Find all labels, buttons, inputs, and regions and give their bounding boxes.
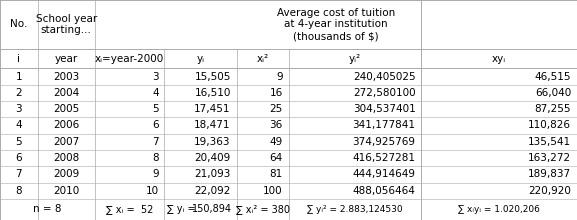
Text: School year
starting...: School year starting... <box>36 14 97 35</box>
Text: 5: 5 <box>16 137 22 147</box>
Text: 3: 3 <box>152 72 159 82</box>
Text: 2005: 2005 <box>53 104 80 114</box>
Text: ∑ xᵢyᵢ = 1.020,206: ∑ xᵢyᵢ = 1.020,206 <box>458 205 540 214</box>
Text: 163,272: 163,272 <box>528 153 571 163</box>
Text: 2010: 2010 <box>53 186 80 196</box>
Text: 8: 8 <box>16 186 22 196</box>
Text: 8: 8 <box>152 153 159 163</box>
Text: 6: 6 <box>16 153 22 163</box>
Text: 20,409: 20,409 <box>194 153 231 163</box>
Text: 66,040: 66,040 <box>535 88 571 98</box>
Text: 150,894: 150,894 <box>192 204 232 214</box>
Text: 220,920: 220,920 <box>529 186 571 196</box>
Text: 304,537401: 304,537401 <box>353 104 415 114</box>
Text: 81: 81 <box>269 169 283 179</box>
Text: yᵢ: yᵢ <box>197 54 204 64</box>
Text: 2009: 2009 <box>53 169 80 179</box>
Text: 341,177841: 341,177841 <box>353 121 415 130</box>
Text: 2008: 2008 <box>53 153 80 163</box>
Text: 416,527281: 416,527281 <box>353 153 415 163</box>
Text: 7: 7 <box>152 137 159 147</box>
Text: 135,541: 135,541 <box>528 137 571 147</box>
Text: xᵢ²: xᵢ² <box>256 54 269 64</box>
Text: 46,515: 46,515 <box>535 72 571 82</box>
Text: ∑ yᵢ² = 2.883,124530: ∑ yᵢ² = 2.883,124530 <box>307 205 403 214</box>
Text: 15,505: 15,505 <box>194 72 231 82</box>
Text: 3: 3 <box>16 104 22 114</box>
Text: 7: 7 <box>16 169 22 179</box>
Text: 49: 49 <box>269 137 283 147</box>
Text: ∑ xᵢ² = 380: ∑ xᵢ² = 380 <box>235 204 290 214</box>
Text: 189,837: 189,837 <box>528 169 571 179</box>
Text: xyᵢ: xyᵢ <box>492 54 506 64</box>
Text: 110,826: 110,826 <box>528 121 571 130</box>
Text: i: i <box>17 54 20 64</box>
Text: 22,092: 22,092 <box>194 186 231 196</box>
Text: 374,925769: 374,925769 <box>353 137 415 147</box>
Text: 488,056464: 488,056464 <box>353 186 415 196</box>
Text: 64: 64 <box>269 153 283 163</box>
Text: xᵢ=year-2000: xᵢ=year-2000 <box>95 54 164 64</box>
Text: yᵢ²: yᵢ² <box>349 54 361 64</box>
Text: 19,363: 19,363 <box>194 137 231 147</box>
Text: Average cost of tuition
at 4-year institution
(thousands of $): Average cost of tuition at 4-year instit… <box>277 8 395 41</box>
Text: 87,255: 87,255 <box>535 104 571 114</box>
Text: 444,914649: 444,914649 <box>353 169 415 179</box>
Text: 18,471: 18,471 <box>194 121 231 130</box>
Text: 4: 4 <box>16 121 22 130</box>
Text: 9: 9 <box>276 72 283 82</box>
Text: n = 8: n = 8 <box>33 204 62 214</box>
Text: 2: 2 <box>16 88 22 98</box>
Text: 4: 4 <box>152 88 159 98</box>
Text: 21,093: 21,093 <box>194 169 231 179</box>
Text: 100: 100 <box>263 186 283 196</box>
Text: 240,405025: 240,405025 <box>353 72 415 82</box>
Text: 16,510: 16,510 <box>194 88 231 98</box>
Text: 1: 1 <box>16 72 22 82</box>
Text: 6: 6 <box>152 121 159 130</box>
Text: 2004: 2004 <box>53 88 80 98</box>
Text: 9: 9 <box>152 169 159 179</box>
Text: 2006: 2006 <box>53 121 80 130</box>
Text: 16: 16 <box>269 88 283 98</box>
Text: 36: 36 <box>269 121 283 130</box>
Text: 5: 5 <box>152 104 159 114</box>
Text: No.: No. <box>10 19 28 29</box>
Text: ∑ yᵢ =: ∑ yᵢ = <box>167 204 196 214</box>
Text: ∑ xᵢ =  52: ∑ xᵢ = 52 <box>106 204 153 214</box>
Text: 17,451: 17,451 <box>194 104 231 114</box>
Text: 2003: 2003 <box>53 72 80 82</box>
Text: 25: 25 <box>269 104 283 114</box>
Text: year: year <box>55 54 78 64</box>
Text: 272,580100: 272,580100 <box>353 88 415 98</box>
Text: 10: 10 <box>145 186 159 196</box>
Text: 2007: 2007 <box>53 137 80 147</box>
